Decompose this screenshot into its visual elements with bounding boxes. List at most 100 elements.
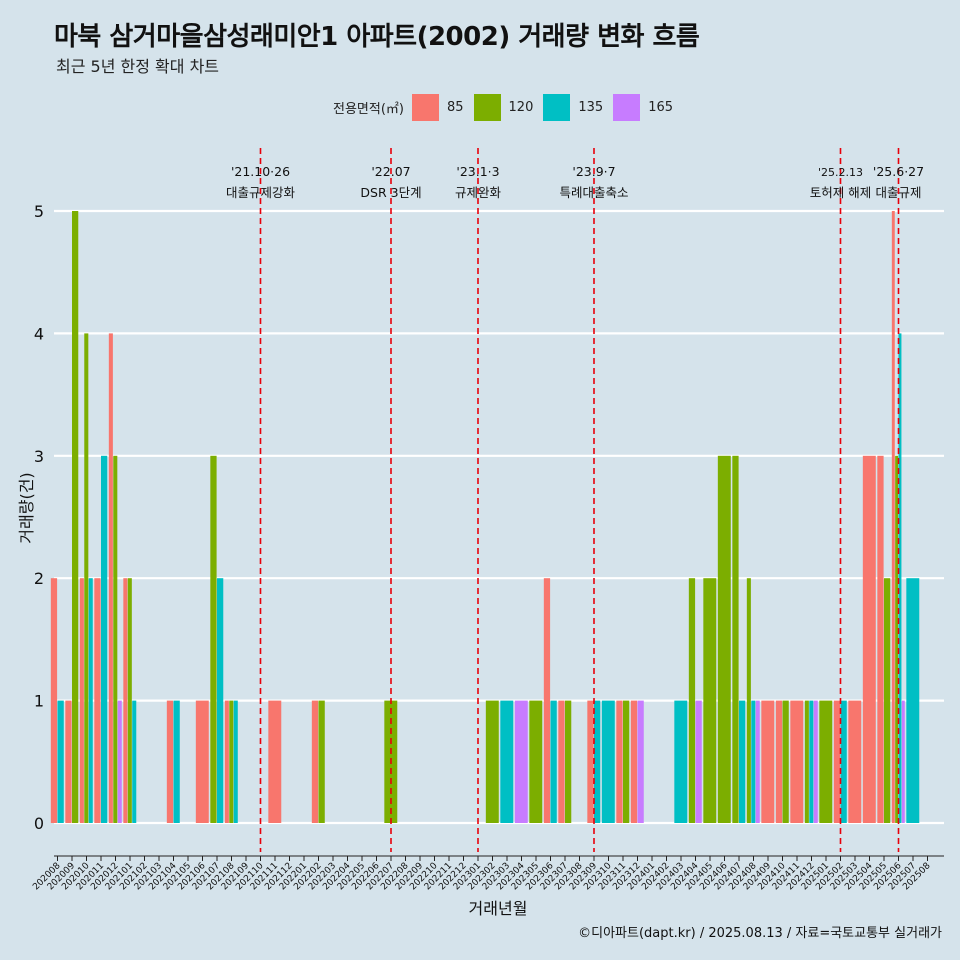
bar-202307-120 [565, 700, 572, 823]
bar-202505-85 [877, 455, 884, 823]
x-axis-title: 거래년월 [469, 899, 528, 918]
bar-202202-85 [311, 700, 319, 823]
bar-202311-85 [616, 700, 623, 823]
legend: 전용면적(㎡) 85 120 135 165 [333, 93, 683, 121]
event-label-4: 토허제 해제 [810, 185, 871, 200]
bar-202503-85 [848, 700, 862, 823]
bar-202101-120 [127, 578, 132, 823]
bar-202104-135 [173, 700, 180, 823]
bar-202505-120 [884, 578, 891, 823]
bar-202305-120 [529, 700, 543, 823]
bar-202101-135 [132, 700, 137, 823]
bar-202312-85 [630, 700, 638, 823]
legend-swatch-135 [543, 93, 571, 121]
bar-202310-135 [601, 700, 615, 823]
bar-202410-85 [775, 700, 783, 823]
bar-202311-120 [623, 700, 630, 823]
legend-item-120: 120 [473, 93, 534, 121]
legend-item-165: 165 [613, 93, 674, 121]
bar-202502-135 [840, 700, 847, 823]
bar-202108-85 [224, 700, 229, 823]
bar-202009-120 [72, 211, 79, 823]
bar-202111-85 [268, 700, 282, 823]
bar-202405-120 [703, 578, 717, 823]
bar-202009-85 [65, 700, 72, 823]
bar-202202-120 [318, 700, 325, 823]
y-tick-label-3: 3 [34, 447, 44, 466]
bar-202409-85 [761, 700, 775, 823]
event-date-4: '25.2.13 [818, 166, 863, 179]
bar-202312-165 [637, 700, 644, 823]
bar-202501-120 [819, 700, 833, 823]
bar-202506-120 [895, 455, 899, 823]
legend-item-135: 135 [543, 93, 604, 121]
bar-202104-85 [166, 700, 174, 823]
legend-title: 전용면적(㎡) [333, 101, 404, 117]
bar-202506-85 [891, 211, 895, 823]
bar-202412-165 [813, 700, 818, 823]
legend-swatch-165 [613, 93, 641, 121]
event-label-5: 대출규제 [875, 185, 921, 200]
bar-202012-85 [108, 333, 113, 823]
bar-202101-85 [123, 578, 128, 823]
event-label-2: 규제완화 [455, 185, 502, 200]
legend-swatch-120 [473, 93, 501, 121]
bar-202504-85 [862, 455, 876, 823]
bar-202412-120 [804, 700, 809, 823]
event-date-5: '25.6·27 [873, 164, 924, 179]
y-axis-title: 거래량(건) [17, 472, 36, 543]
bar-202012-165 [117, 700, 122, 823]
source-caption: ©디아파트(dapt.kr) / 2025.08.13 / 자료=국토교통부 실… [578, 926, 942, 941]
bar-202410-120 [782, 700, 789, 823]
y-tick-label-4: 4 [34, 324, 44, 343]
bar-202309-85 [587, 700, 594, 823]
bar-202008-85 [50, 578, 58, 823]
event-label-3: 특례대출축소 [559, 185, 628, 200]
bar-202506-135 [898, 333, 902, 823]
bar-202107-135 [217, 578, 224, 823]
bar-202106-85 [195, 700, 209, 823]
bar-202107-120 [210, 455, 217, 823]
legend-item-85: 85 [411, 93, 464, 121]
bar-202306-85 [543, 578, 551, 823]
bar-202309-135 [594, 700, 601, 823]
bar-202407-135 [739, 700, 746, 823]
bar-202307-85 [558, 700, 565, 823]
bar-202303-135 [500, 700, 514, 823]
bar-202404-120 [688, 578, 696, 823]
event-date-1: '22.07 [371, 164, 410, 179]
bar-202302-120 [485, 700, 499, 823]
legend-label-85: 85 [446, 99, 464, 115]
bar-202008-135 [57, 700, 64, 823]
bar-202507-135 [906, 578, 920, 823]
legend-label-165: 165 [648, 99, 674, 115]
bar-202010-135 [88, 578, 93, 823]
bar-202010-85 [79, 578, 84, 823]
bar-202412-135 [809, 700, 814, 823]
bar-202010-120 [84, 333, 89, 823]
bar-202408-165 [755, 700, 760, 823]
legend-label-135: 135 [578, 99, 604, 115]
legend-swatch-85 [411, 93, 439, 121]
event-label-1: DSR 3단계 [360, 185, 421, 200]
bar-202011-85 [94, 578, 101, 823]
y-tick-label-2: 2 [34, 569, 44, 588]
y-tick-label-1: 1 [34, 692, 44, 711]
bar-202403-135 [674, 700, 688, 823]
legend-label-120: 120 [508, 99, 534, 115]
chart-title: 마북 삼거마을삼성래미안1 아파트(2002) 거래량 변화 흐름 [54, 22, 700, 52]
event-date-2: '23.1·3 [456, 164, 499, 179]
bar-202306-135 [550, 700, 557, 823]
bar-202012-120 [113, 455, 118, 823]
bar-202408-135 [751, 700, 756, 823]
chart-subtitle: 최근 5년 한정 확대 차트 [56, 57, 220, 76]
bar-202502-85 [833, 700, 841, 823]
bar-202411-85 [790, 700, 804, 823]
bar-202011-135 [101, 455, 108, 823]
event-label-0: 대출규제강화 [226, 185, 296, 200]
bar-202304-165 [514, 700, 528, 823]
bar-202404-165 [695, 700, 702, 823]
bar-202406-120 [717, 455, 731, 823]
